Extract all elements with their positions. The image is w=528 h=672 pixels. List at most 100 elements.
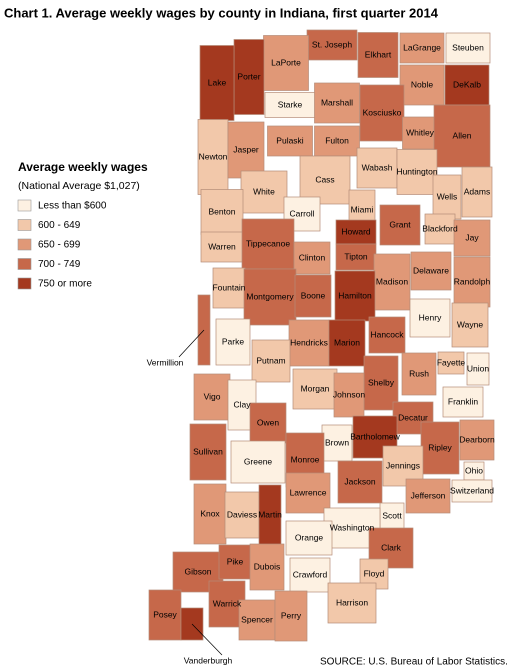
county-name: Posey <box>153 609 177 619</box>
county-name: Ohio <box>465 465 483 475</box>
county <box>314 125 360 157</box>
county-name: Hamilton <box>338 290 372 300</box>
county-name: Tippecanoe <box>246 238 290 248</box>
county-name: Newton <box>199 151 228 161</box>
county-name: Grant <box>389 219 411 229</box>
county-name: LaPorte <box>271 57 301 67</box>
county <box>405 478 451 514</box>
county-name: Crawford <box>293 569 328 579</box>
county-name: Huntington <box>396 166 437 176</box>
legend-swatch <box>17 277 32 290</box>
legend-swatch <box>17 258 32 270</box>
legend-swatch <box>17 238 32 251</box>
county <box>243 268 297 326</box>
county <box>451 479 493 503</box>
county <box>453 219 491 257</box>
county-name: Dubois <box>254 561 280 571</box>
county <box>327 582 377 624</box>
legend-label: 650 - 699 <box>38 240 81 251</box>
county-name: LaGrange <box>403 42 441 52</box>
county <box>285 472 331 514</box>
county <box>401 352 437 396</box>
county-name: Fayette <box>437 357 466 367</box>
county-name: Union <box>467 363 489 373</box>
county-name: Hendricks <box>290 337 328 347</box>
county-name: Shelby <box>368 377 395 387</box>
county <box>240 170 288 214</box>
county-name: Allen <box>453 130 472 140</box>
county-name: Boone <box>301 290 326 300</box>
county-name: Noble <box>411 79 433 89</box>
county-name: Elkhart <box>365 49 392 59</box>
county-name: Warren <box>208 241 236 251</box>
county-name: Clay <box>233 399 251 409</box>
county-name: White <box>253 186 275 196</box>
county-name: Bartholomew <box>350 431 400 441</box>
county-name: Daviess <box>227 509 257 519</box>
county-name: Floyd <box>364 568 385 578</box>
county-name: Wells <box>437 191 458 201</box>
county-name: Washington <box>330 522 375 532</box>
county <box>466 352 490 386</box>
county-name: Cass <box>315 174 334 184</box>
legend-swatch <box>17 199 32 212</box>
callout-line <box>191 623 223 656</box>
county <box>285 520 333 556</box>
county <box>334 270 376 322</box>
legend-label: 600 - 649 <box>38 220 81 231</box>
county-name: Benton <box>209 206 236 216</box>
county-name: Johnson <box>333 389 365 399</box>
county-name: Starke <box>278 99 303 109</box>
county <box>288 319 330 367</box>
county <box>442 386 484 418</box>
legend-label: Less than $600 <box>38 201 107 212</box>
map-title: Chart 1. Average weekly wages by county … <box>4 5 439 20</box>
county <box>379 204 421 246</box>
county <box>314 82 360 124</box>
county-name: Owen <box>257 417 279 427</box>
county-name: Kosciusko <box>363 107 402 117</box>
county <box>420 421 460 475</box>
county-name: Henry <box>419 312 442 322</box>
county-name: Pike <box>227 556 244 566</box>
county-name: Porter <box>237 71 260 81</box>
county-name: Spencer <box>241 614 273 624</box>
county <box>267 125 313 157</box>
county <box>335 219 377 245</box>
county-name: Putnam <box>256 355 285 365</box>
county <box>230 440 286 484</box>
county-name: Morgan <box>301 383 330 393</box>
county-name: Fulton <box>325 135 349 145</box>
county <box>321 424 353 462</box>
county <box>459 419 495 461</box>
county <box>337 460 383 504</box>
county-name: Marion <box>334 337 360 347</box>
county-name: St. Joseph <box>312 39 352 49</box>
legend-title: Average weekly wages <box>18 160 148 174</box>
county-name: Delaware <box>413 265 449 275</box>
county-name: Vanderburgh <box>184 655 233 665</box>
county-name: Orange <box>295 532 324 542</box>
county-name: Clinton <box>299 252 326 262</box>
county-name: Adams <box>464 186 490 196</box>
legend-subtitle: (National Average $1,027) <box>18 180 140 192</box>
county <box>249 543 285 591</box>
county <box>410 251 452 291</box>
source-note: SOURCE: U.S. Bureau of Labor Statistics. <box>320 657 508 668</box>
county <box>335 243 377 271</box>
county <box>396 149 438 195</box>
county <box>293 241 331 275</box>
county-name: Dearborn <box>459 434 495 444</box>
county <box>251 339 291 383</box>
county-name: Monroe <box>291 454 320 464</box>
legend-label: 750 or more <box>38 279 92 290</box>
county <box>299 155 351 205</box>
county-name: Decatur <box>398 412 428 422</box>
county <box>200 189 244 235</box>
county-name: Wayne <box>457 319 483 329</box>
county-name: Carroll <box>289 208 314 218</box>
county <box>402 116 438 150</box>
county-name: Tipton <box>344 251 368 261</box>
county-name: Jefferson <box>411 490 446 500</box>
